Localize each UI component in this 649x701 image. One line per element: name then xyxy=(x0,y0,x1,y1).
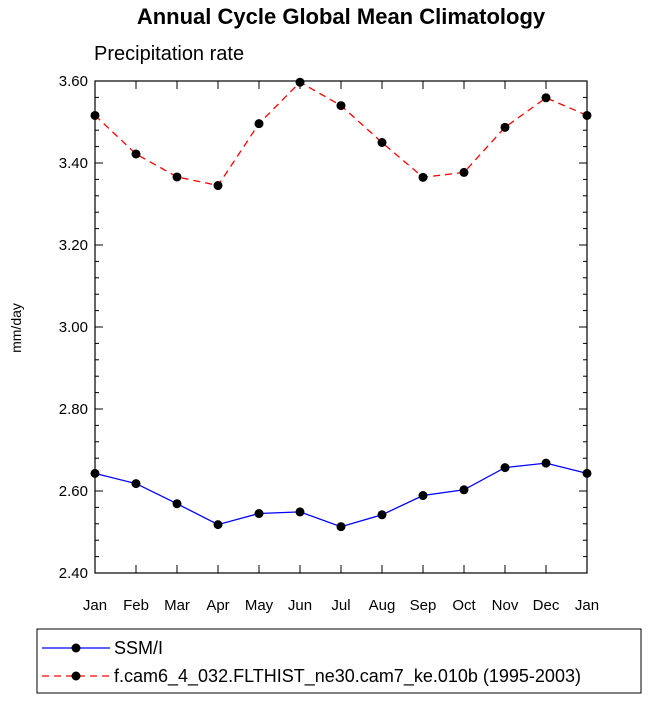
x-tick-label: Aug xyxy=(369,597,396,614)
x-tick-label: Nov xyxy=(492,597,519,614)
data-point-series-0 xyxy=(459,485,469,495)
data-point-series-0 xyxy=(541,458,551,468)
x-tick-label: Jan xyxy=(575,597,599,614)
data-point-series-0 xyxy=(377,510,387,520)
y-axis-label: mm/day xyxy=(8,303,24,353)
data-point-series-0 xyxy=(336,522,346,532)
x-tick-label: Jun xyxy=(288,597,312,614)
data-point-series-1 xyxy=(377,138,387,147)
legend-marker-1 xyxy=(71,671,81,681)
y-tick-label: 3.60 xyxy=(59,73,88,90)
data-point-series-0 xyxy=(172,499,182,509)
x-tick-label: Oct xyxy=(452,597,476,614)
data-point-series-0 xyxy=(295,507,305,517)
legend-box xyxy=(36,628,642,694)
y-tick-label: 2.60 xyxy=(59,483,88,500)
chart-title: Annual Cycle Global Mean Climatology xyxy=(137,4,546,29)
x-tick-label: Apr xyxy=(206,597,229,614)
data-point-series-0 xyxy=(418,491,428,501)
x-tick-label: Jan xyxy=(83,597,107,614)
x-tick-label: Dec xyxy=(533,597,560,614)
data-point-series-1 xyxy=(459,167,469,177)
data-point-series-0 xyxy=(131,479,141,489)
series-line-1 xyxy=(94,81,588,187)
x-tick-label: Jul xyxy=(331,597,350,614)
series-line-0 xyxy=(94,462,588,528)
data-point-series-1 xyxy=(418,172,428,182)
data-point-series-1 xyxy=(254,119,264,129)
data-point-series-1 xyxy=(213,181,223,191)
x-tick-label: Feb xyxy=(123,597,149,614)
x-tick-label: Mar xyxy=(164,597,190,614)
data-point-series-0 xyxy=(254,509,264,519)
data-point-series-1 xyxy=(336,101,346,111)
y-tick-label: 3.40 xyxy=(59,155,88,172)
chart-subtitle: Precipitation rate xyxy=(94,43,244,65)
data-point-series-1 xyxy=(172,172,182,182)
data-point-series-0 xyxy=(213,520,223,530)
legend-label-1: f.cam6_4_032.FLTHIST_ne30.cam7_ke.010b (… xyxy=(114,666,581,687)
data-point-series-1 xyxy=(131,149,141,159)
x-tick-label: May xyxy=(245,597,274,614)
data-point-series-0 xyxy=(500,463,510,473)
legend: SSM/I f.cam6_4_032.FLTHIST_ne30.cam7_ke.0… xyxy=(36,628,642,694)
legend-label-0: SSM/I xyxy=(114,638,163,658)
y-tick-label: 3.00 xyxy=(59,319,88,336)
x-tick-label: Sep xyxy=(410,597,437,614)
data-point-series-1 xyxy=(541,93,551,103)
chart-marks xyxy=(90,77,592,532)
legend-marker-0 xyxy=(71,643,81,653)
y-tick-label: 2.80 xyxy=(59,401,88,418)
data-point-series-1 xyxy=(500,122,510,132)
axis-ticks: 2.40 2.60 2.80 3.00 3.20 3.40 3.60 Jan Feb Mar Apr… xyxy=(59,73,599,614)
y-tick-label: 3.20 xyxy=(59,237,88,254)
y-tick-label: 2.40 xyxy=(59,565,88,582)
legend-items: SSM/I f.cam6_4_032.FLTHIST_ne30.cam7_ke.0… xyxy=(42,638,581,687)
